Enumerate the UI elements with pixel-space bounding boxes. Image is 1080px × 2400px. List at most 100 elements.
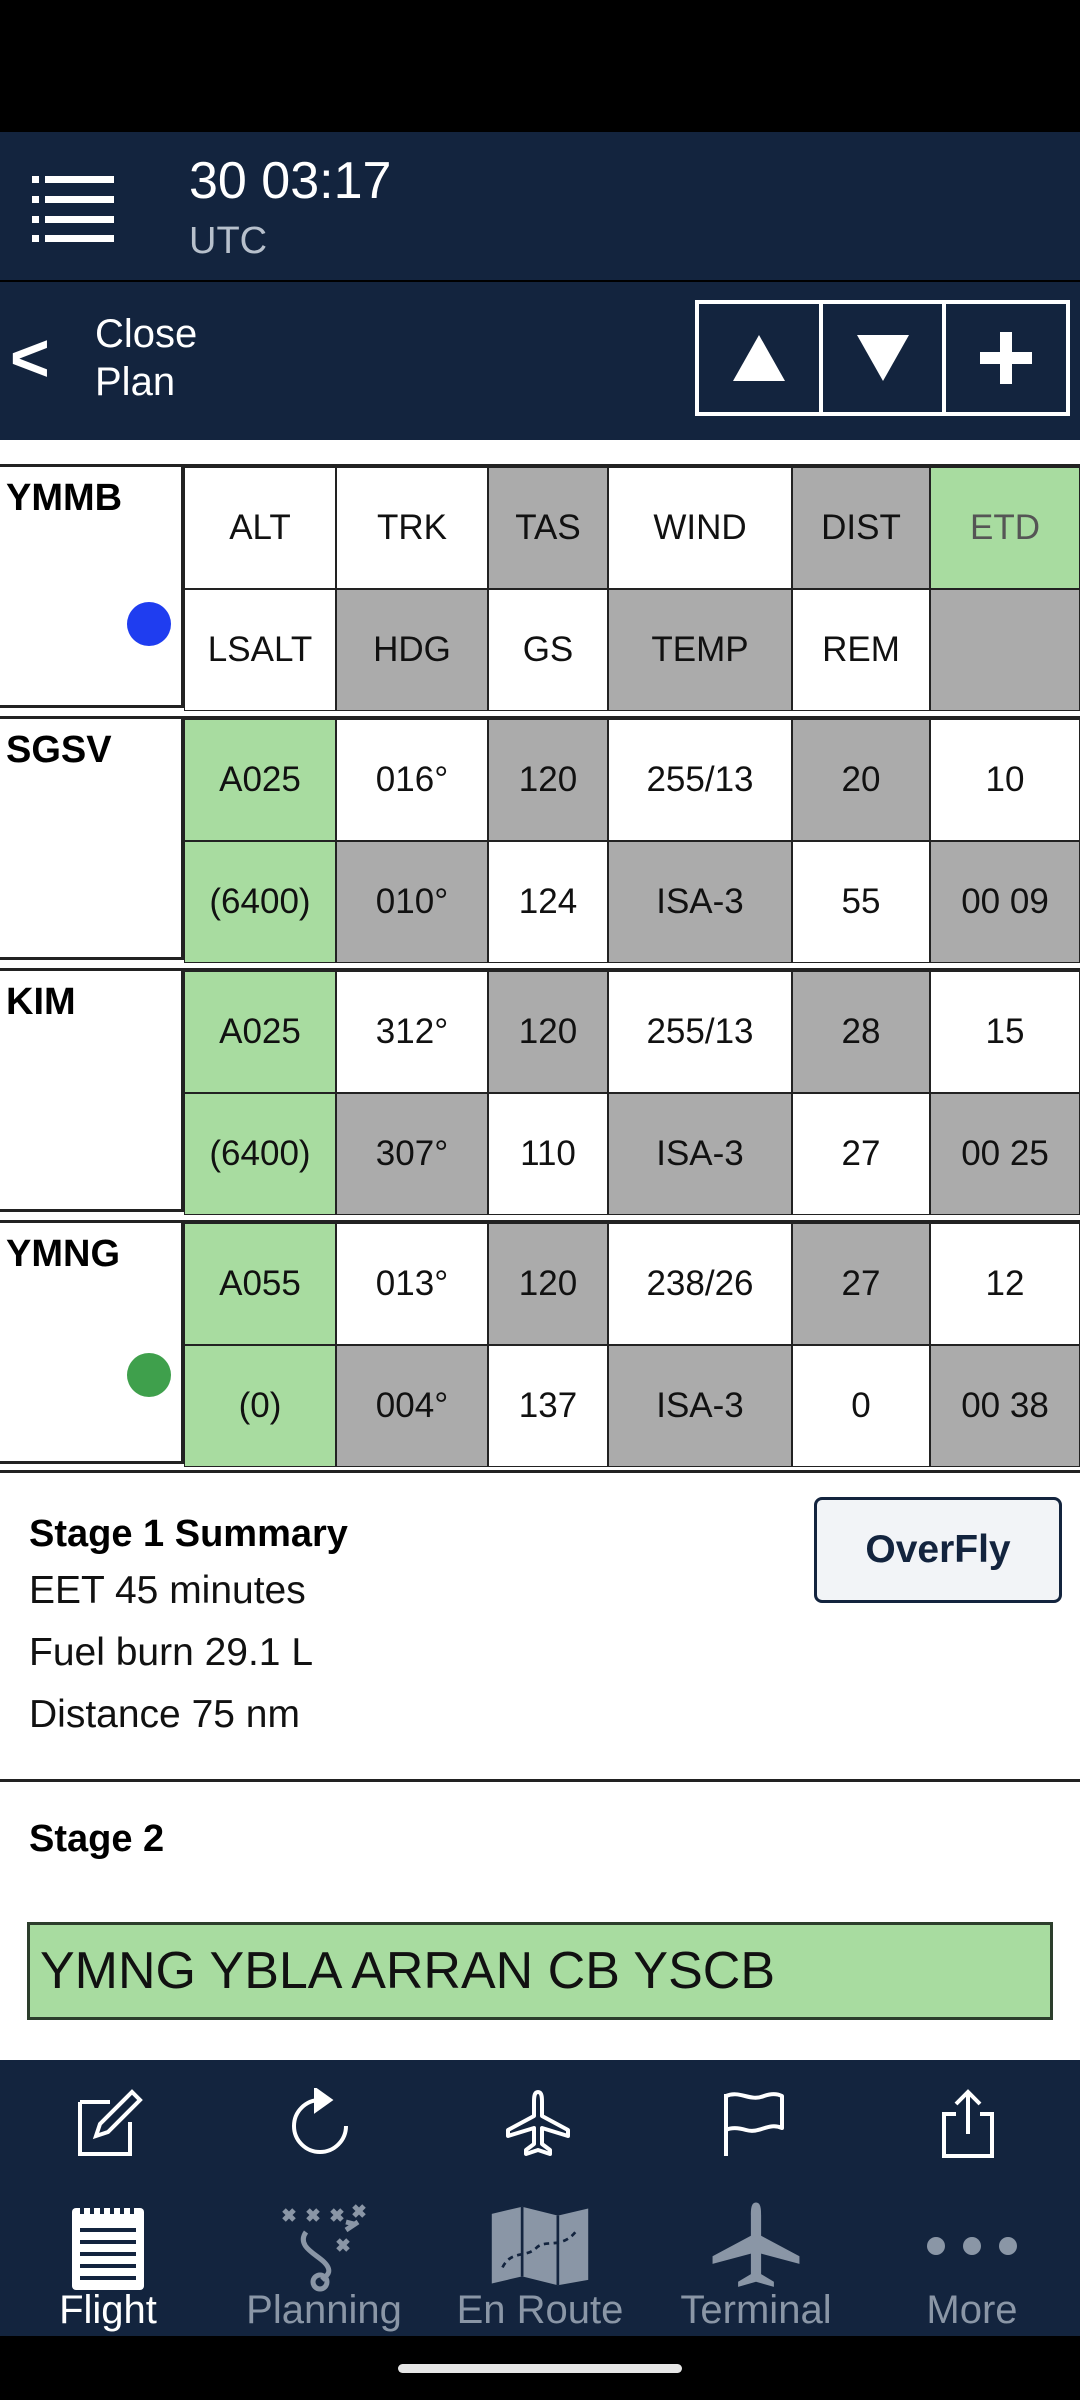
cell-lsalt: (6400) (184, 1093, 336, 1215)
action-toolbar (0, 2060, 1080, 2188)
stage-2-section: Stage 2 YMNG YBLA ARRAN CB YSCB (0, 1782, 1080, 2060)
stage-1-summary: Stage 1 Summary EET 45 minutes Fuel burn… (0, 1470, 1080, 1782)
leg-data-grid: A055 013° 120 238/26 27 12 (0) 004° 137 … (184, 1223, 1080, 1467)
cell-tas[interactable]: 120 (488, 1223, 608, 1345)
leg-data-grid: A025 312° 120 255/13 28 15 (6400) 307° 1… (184, 971, 1080, 1215)
tab-label-planning: Planning (246, 2288, 402, 2332)
tab-en-route[interactable]: En Route (432, 2188, 648, 2336)
stage-2-title: Stage 2 (29, 1818, 165, 1860)
cell-dist: 28 (792, 971, 930, 1093)
flight-plan-content: YMMB ALT TRK TAS WIND DIST ETD LSALT HDG… (0, 440, 1080, 2060)
header-rem: REM (792, 589, 930, 711)
clock-time: 30 03:17 (189, 152, 392, 210)
summary-title: Stage 1 Summary (29, 1513, 348, 1555)
airplane-icon[interactable] (498, 2084, 578, 2164)
cell-elapsed: 00 09 (930, 841, 1080, 963)
cell-lsalt: (0) (184, 1345, 336, 1467)
cell-lsalt: (6400) (184, 841, 336, 963)
cell-rem: 27 (792, 1093, 930, 1215)
summary-fuel: Fuel burn 29.1 L (29, 1631, 314, 1674)
move-down-button[interactable] (823, 304, 947, 412)
header-lsalt: LSALT (184, 589, 336, 711)
close-plan-label-2: Plan (95, 360, 176, 404)
flag-icon[interactable] (712, 2084, 792, 2164)
waypoint-name: YMNG (0, 1223, 184, 1461)
cell-alt[interactable]: A025 (184, 719, 336, 841)
plus-icon (980, 332, 1033, 384)
cell-alt[interactable]: A025 (184, 971, 336, 1093)
cell-trk: 312° (336, 971, 488, 1093)
cell-gs: 124 (488, 841, 608, 963)
cell-temp[interactable]: ISA-3 (608, 841, 792, 963)
refresh-icon[interactable] (282, 2084, 362, 2164)
cell-alt[interactable]: A055 (184, 1223, 336, 1345)
header-hdg: HDG (336, 589, 488, 711)
tab-more[interactable]: More (864, 2188, 1080, 2336)
list-menu-icon[interactable] (32, 176, 114, 242)
header-trk: TRK (336, 467, 488, 589)
map-icon (490, 2196, 590, 2296)
cell-rem: 55 (792, 841, 930, 963)
more-dots-icon (922, 2196, 1022, 2296)
waypoint-code: SGSV (6, 729, 112, 771)
cell-hdg: 307° (336, 1093, 488, 1215)
cell-trk: 016° (336, 719, 488, 841)
waypoint-origin[interactable]: YMMB ALT TRK TAS WIND DIST ETD LSALT HDG… (0, 464, 1080, 711)
back-chevron-icon[interactable]: < (10, 320, 50, 396)
waypoint-marker-dot (127, 602, 171, 646)
cell-tas[interactable]: 120 (488, 971, 608, 1093)
tab-label-terminal: Terminal (680, 2288, 832, 2332)
summary-eet: EET 45 minutes (29, 1569, 306, 1612)
cell-etd: 10 (930, 719, 1080, 841)
move-up-button[interactable] (699, 304, 823, 412)
triangle-down-icon (856, 335, 909, 381)
cell-temp[interactable]: ISA-3 (608, 1093, 792, 1215)
waypoint-name: KIM (0, 971, 184, 1209)
cell-etd: 12 (930, 1223, 1080, 1345)
cell-etd: 15 (930, 971, 1080, 1093)
header-wind: WIND (608, 467, 792, 589)
waypoint-name: YMMB (0, 467, 184, 705)
edit-icon[interactable] (68, 2084, 148, 2164)
route-input[interactable]: YMNG YBLA ARRAN CB YSCB (27, 1922, 1053, 2020)
header-etd: ETD (930, 467, 1080, 589)
cell-tas[interactable]: 120 (488, 719, 608, 841)
waypoint-name: SGSV (0, 719, 184, 957)
waypoint-code: YMNG (6, 1233, 120, 1275)
cell-elapsed: 00 38 (930, 1345, 1080, 1467)
cell-wind[interactable]: 238/26 (608, 1223, 792, 1345)
cell-hdg: 004° (336, 1345, 488, 1467)
header-temp: TEMP (608, 589, 792, 711)
cell-gs: 110 (488, 1093, 608, 1215)
playbook-icon (274, 2196, 374, 2296)
notepad-icon (58, 2196, 158, 2296)
header-gs: GS (488, 589, 608, 711)
app-header: 30 03:17 UTC (0, 132, 1080, 280)
tab-flight[interactable]: Flight (0, 2188, 216, 2336)
cell-dist: 27 (792, 1223, 930, 1345)
waypoint-code: YMMB (6, 477, 123, 519)
waypoint-row[interactable]: KIM A025 312° 120 255/13 28 15 (6400) 30… (0, 968, 1080, 1215)
tab-label-more: More (926, 2288, 1018, 2332)
triangle-up-icon (732, 335, 785, 381)
home-gesture-pill[interactable] (398, 2364, 682, 2373)
cell-temp[interactable]: ISA-3 (608, 1345, 792, 1467)
cell-gs: 137 (488, 1345, 608, 1467)
add-waypoint-button[interactable] (946, 304, 1066, 412)
tab-label-en-route: En Route (456, 2288, 624, 2332)
clock-zone: UTC (189, 220, 268, 262)
tab-planning[interactable]: Planning (216, 2188, 432, 2336)
overfly-button[interactable]: OverFly (814, 1497, 1062, 1603)
cell-hdg: 010° (336, 841, 488, 963)
cell-trk: 013° (336, 1223, 488, 1345)
waypoint-destination[interactable]: YMNG A055 013° 120 238/26 27 12 (0) 004°… (0, 1220, 1080, 1467)
summary-distance: Distance 75 nm (29, 1693, 300, 1736)
waypoint-row[interactable]: SGSV A025 016° 120 255/13 20 10 (6400) 0… (0, 716, 1080, 963)
tab-terminal[interactable]: Terminal (648, 2188, 864, 2336)
cell-wind[interactable]: 255/13 (608, 719, 792, 841)
cell-wind[interactable]: 255/13 (608, 971, 792, 1093)
share-icon[interactable] (928, 2084, 1008, 2164)
close-plan-button[interactable]: Close Plan (95, 310, 197, 406)
system-nav-bar (0, 2336, 1080, 2400)
waypoint-marker-dot (127, 1353, 171, 1397)
